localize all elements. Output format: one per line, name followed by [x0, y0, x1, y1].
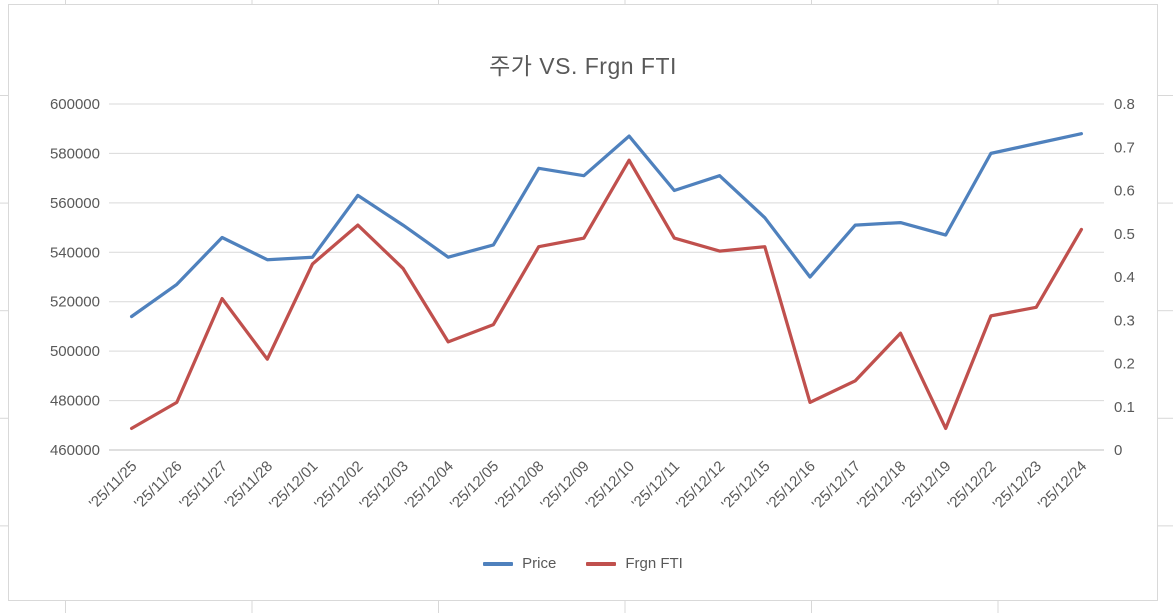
- x-axis-category-label: '25/12/18: [854, 458, 909, 513]
- x-axis-category-label: '25/12/15: [718, 458, 773, 513]
- left-axis-tick-label: 520000: [50, 294, 100, 311]
- x-axis-category-label: '25/12/10: [583, 458, 638, 513]
- right-axis-tick-label: 0: [1114, 442, 1122, 459]
- chart-object[interactable]: 주가 VS. Frgn FTI 600000 580000 560000 540000…: [8, 4, 1158, 601]
- left-axis-tick-label: 600000: [50, 96, 100, 113]
- legend-item-price[interactable]: Price: [483, 555, 556, 572]
- right-axis-tick-label: 0.8: [1114, 96, 1135, 113]
- price-line-swatch: [483, 561, 514, 566]
- right-axis-tick-label: 0.1: [1114, 399, 1135, 416]
- series-line-price[interactable]: [129, 132, 1084, 319]
- left-axis-tick-label: 580000: [50, 145, 100, 162]
- x-axis-category-label: '25/12/16: [764, 458, 819, 513]
- left-axis-tick-label: 500000: [50, 343, 100, 360]
- x-axis-category-label: '25/12/02: [311, 458, 366, 513]
- legend: Price Frgn FTI: [9, 555, 1157, 572]
- x-axis-category-label: '25/12/23: [990, 458, 1045, 513]
- x-axis-category-label: '25/12/12: [673, 458, 728, 513]
- series-line-frgn-fti[interactable]: [129, 158, 1084, 431]
- x-axis-category-label: '25/12/04: [402, 458, 457, 513]
- frgn-fti-line-swatch: [586, 561, 617, 566]
- x-axis-category-label: '25/12/03: [356, 458, 411, 513]
- left-axis-tick-label: 540000: [50, 244, 100, 261]
- x-axis-category-label: '25/12/01: [266, 458, 321, 513]
- right-axis-tick-label: 0.2: [1114, 356, 1135, 373]
- x-axis-category-label: '25/12/09: [537, 458, 592, 513]
- x-axis-category-label: '25/11/26: [131, 458, 186, 513]
- left-axis-tick-label: 480000: [50, 393, 100, 410]
- chart-title[interactable]: 주가 VS. Frgn FTI: [489, 53, 677, 79]
- right-axis-tick-label: 0.3: [1114, 312, 1135, 329]
- left-axis-tick-label: 560000: [50, 195, 100, 212]
- plot-svg: 600000 580000 560000 540000 520000 500000 4800…: [50, 96, 1135, 513]
- x-axis-category-label: '25/12/24: [1035, 458, 1090, 513]
- x-axis-category-label: '25/11/27: [176, 458, 231, 513]
- legend-label-price: Price: [522, 555, 557, 572]
- legend-item-frgn-fti[interactable]: Frgn FTI: [586, 555, 683, 572]
- x-axis-category-label: '25/12/22: [944, 458, 999, 513]
- right-axis-tick-label: 0.4: [1114, 269, 1135, 286]
- left-axis-tick-label: 460000: [50, 442, 100, 459]
- x-axis-category-label: '25/12/08: [492, 458, 547, 513]
- legend-label-frgn-fti: Frgn FTI: [625, 555, 683, 572]
- x-axis-category-label: '25/11/25: [86, 458, 141, 513]
- x-axis-category-label: '25/12/05: [447, 458, 502, 513]
- x-axis-category-label: '25/12/17: [809, 458, 864, 513]
- x-axis-category-label: '25/12/19: [899, 458, 954, 513]
- right-axis-tick-label: 0.7: [1114, 139, 1135, 156]
- right-axis-tick-label: 0.5: [1114, 226, 1135, 243]
- right-axis-tick-label: 0.6: [1114, 183, 1135, 200]
